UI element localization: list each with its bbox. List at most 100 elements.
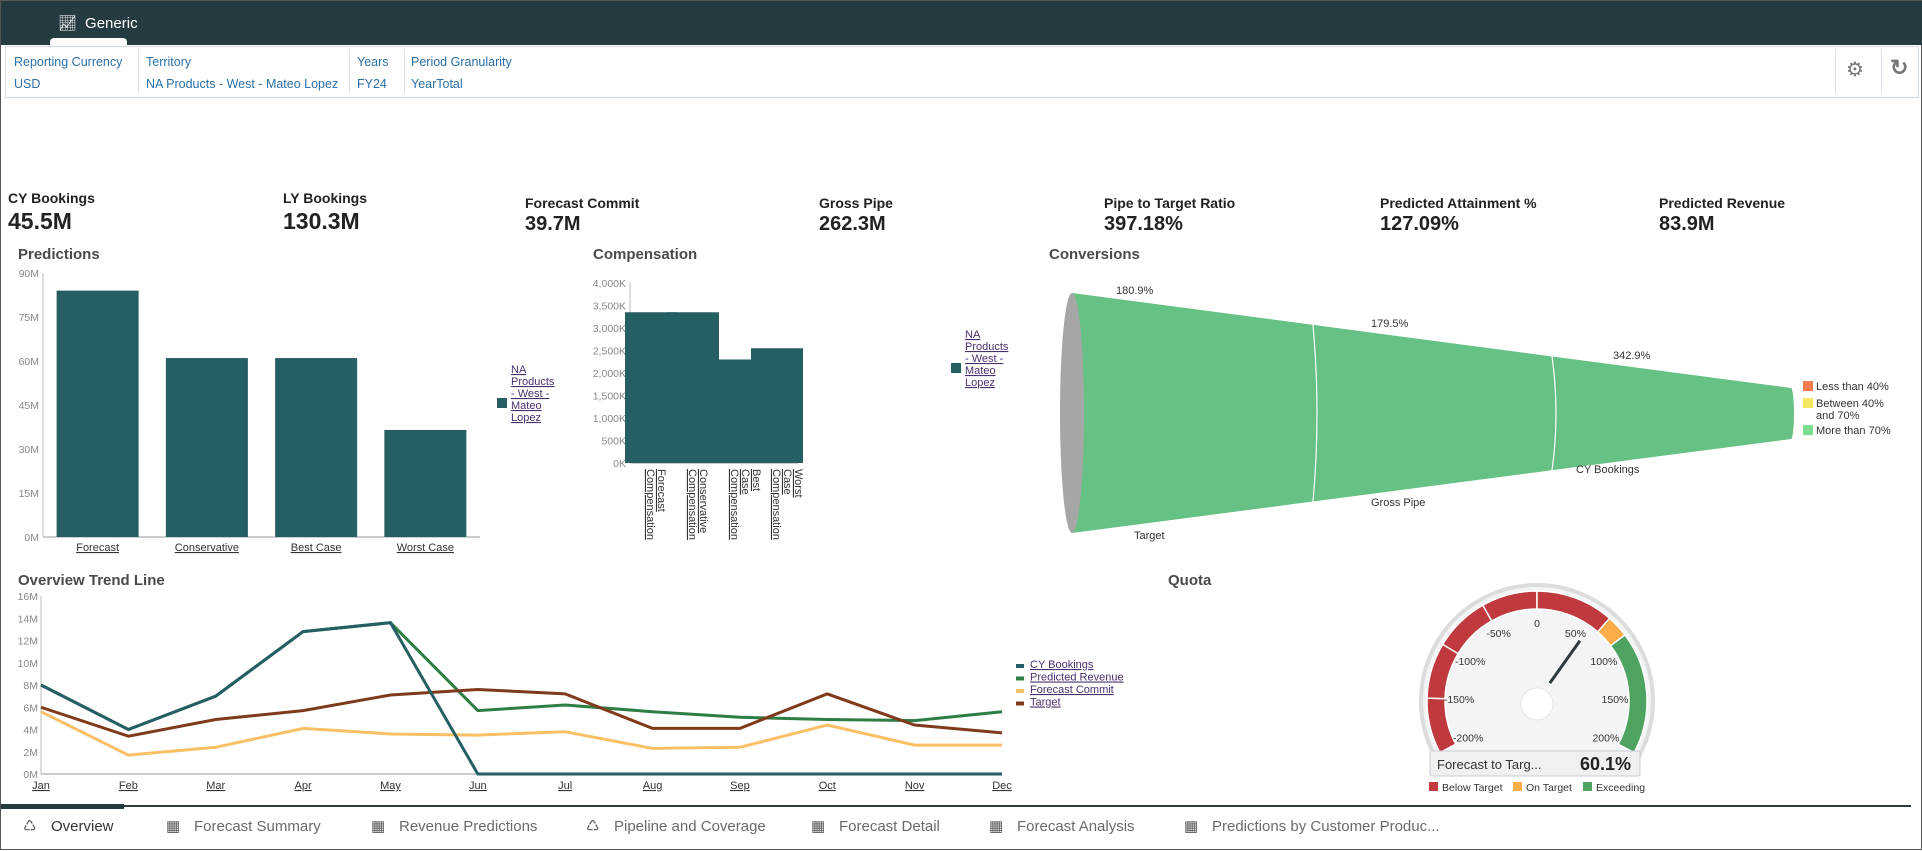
x-tick-label: Worst xyxy=(792,469,804,498)
filter-label: Years xyxy=(357,55,389,69)
tab-label: Pipeline and Coverage xyxy=(614,817,766,835)
legend-swatch xyxy=(497,398,507,408)
legend-label: Predicted Revenue xyxy=(1030,672,1124,684)
x-tick-label: Best xyxy=(750,469,762,491)
tab-forecast-analysis[interactable]: ▦ Forecast Analysis xyxy=(989,817,1135,836)
tab-forecast-summary[interactable]: ▦ Forecast Summary xyxy=(166,817,321,836)
filter-territory[interactable]: Territory NA Products - West - Mateo Lope… xyxy=(146,51,338,95)
pipeline-icon: ♺ xyxy=(23,818,37,835)
legend-label: Products xyxy=(965,341,1009,353)
x-tick-label: Jan xyxy=(32,780,50,792)
filter-label: Period Granularity xyxy=(411,55,512,69)
kpi-label: Predicted Revenue xyxy=(1659,195,1786,211)
gauge-tick-label: 50% xyxy=(1565,628,1586,640)
legend-label: Between 40% xyxy=(1816,398,1884,410)
gauge-tick-label: -200% xyxy=(1453,733,1483,745)
gauge-face xyxy=(1419,582,1655,758)
kpi-label: Pipe to Target Ratio xyxy=(1104,195,1236,211)
gauge-readout-box xyxy=(1429,750,1641,777)
legend-swatch xyxy=(1803,425,1813,435)
active-tab-indicator xyxy=(1,804,124,809)
legend-swatch xyxy=(1803,381,1813,391)
tab-pipeline-and-coverage[interactable]: ♺ Pipeline and Coverage xyxy=(586,817,766,836)
divider xyxy=(349,49,350,93)
x-tick-label: Sep xyxy=(730,780,750,792)
kpi-label: CY Bookings xyxy=(8,190,95,206)
tab-revenue-predictions[interactable]: ▦ Revenue Predictions xyxy=(371,817,538,836)
gauge-band xyxy=(1609,633,1648,754)
table-edit-icon: ▦ xyxy=(989,818,1004,835)
legend-label: NA xyxy=(511,364,527,376)
y-tick-label: 2M xyxy=(23,747,38,759)
filter-value[interactable]: FY24 xyxy=(357,77,387,91)
filter-value[interactable]: NA Products - West - Mateo Lopez xyxy=(146,77,339,91)
bar xyxy=(56,290,139,537)
y-tick-label: 4,000K xyxy=(593,278,626,290)
tab-predictions-by-customer-produc[interactable]: ▦ Predictions by Customer Produc... xyxy=(1184,817,1440,836)
legend-label: Products xyxy=(511,376,555,388)
table-edit-icon: ▦ xyxy=(371,818,386,835)
y-tick-label: 10M xyxy=(18,658,38,670)
legend-label: Mateo xyxy=(511,400,542,412)
y-tick-label: 0M xyxy=(24,532,39,544)
stage-label: Target xyxy=(1134,530,1165,542)
y-tick-label: 30M xyxy=(19,444,39,456)
gauge-tick-label: 200% xyxy=(1592,733,1619,745)
x-tick-label: Conservative xyxy=(175,542,239,554)
filter-reporting-currency[interactable]: Reporting Currency USD xyxy=(14,51,122,95)
kpi-value: 397.18% xyxy=(1104,213,1183,235)
app-header: 📈︎ Generic xyxy=(1,1,1922,46)
x-tick-label: Nov xyxy=(905,780,925,792)
y-tick-label: 45M xyxy=(19,400,39,412)
legend-swatch xyxy=(1513,782,1522,791)
series-line-target xyxy=(40,687,1003,738)
y-tick-label: 16M xyxy=(18,591,38,603)
x-tick-label: Compensation xyxy=(728,469,740,540)
funnel-divider xyxy=(1312,324,1318,502)
kpi-value: 39.7M xyxy=(525,213,581,235)
x-tick-label: Jul xyxy=(558,780,572,792)
tab-label: Revenue Predictions xyxy=(399,817,538,835)
y-tick-label: 60M xyxy=(19,356,39,368)
tab-label: Predictions by Customer Produc... xyxy=(1212,817,1440,835)
legend-label: Mateo xyxy=(965,365,996,377)
kpi-label: Predicted Attainment % xyxy=(1380,195,1537,211)
filter-period-granularity[interactable]: Period Granularity YearTotal xyxy=(411,51,512,95)
gauge-tick-label: 0 xyxy=(1534,618,1540,630)
bar xyxy=(384,429,467,537)
tab-forecast-detail[interactable]: ▦ Forecast Detail xyxy=(811,817,940,836)
conversion-label: 342.9% xyxy=(1613,350,1651,362)
filter-value[interactable]: YearTotal xyxy=(411,77,463,91)
x-tick-label: Dec xyxy=(992,780,1012,792)
bar xyxy=(165,358,248,537)
legend-swatch xyxy=(1429,782,1438,791)
legend-label: Target xyxy=(1030,697,1061,709)
tab-overview[interactable]: ♺ Overview xyxy=(23,817,114,836)
filter-value[interactable]: USD xyxy=(14,77,41,91)
legend-label: Lopez xyxy=(965,377,995,389)
legend-swatch xyxy=(1803,398,1813,408)
x-tick-label: May xyxy=(380,780,401,792)
gauge-metric-label: Forecast to Targ... xyxy=(1437,757,1542,772)
series-line-predicted-revenue xyxy=(40,621,1003,732)
x-tick-label: Aug xyxy=(643,780,663,792)
filter-years[interactable]: Years FY24 xyxy=(357,51,389,95)
compensation-title: Compensation xyxy=(593,246,698,263)
tab-generic[interactable]: 📈︎ Generic xyxy=(50,1,138,46)
legend-label: Forecast Commit xyxy=(1030,684,1114,696)
gear-icon[interactable]: ⚙ xyxy=(1846,59,1864,81)
gauge-tick-label: 100% xyxy=(1590,656,1617,668)
y-tick-label: 4M xyxy=(23,725,38,737)
x-tick-label: Oct xyxy=(819,780,836,792)
conversions-title: Conversions xyxy=(1049,246,1140,263)
kpi-value: 130.3M xyxy=(283,208,360,234)
divider xyxy=(138,49,139,93)
pipeline-icon: ♺ xyxy=(586,818,600,835)
x-tick-label: Forecast xyxy=(76,542,119,554)
legend-label: On Target xyxy=(1526,782,1572,794)
x-tick-label: Mar xyxy=(206,780,225,792)
refresh-icon[interactable]: ↻ xyxy=(1890,55,1909,80)
legend-swatch xyxy=(1016,676,1024,681)
legend-swatch xyxy=(1583,782,1592,791)
